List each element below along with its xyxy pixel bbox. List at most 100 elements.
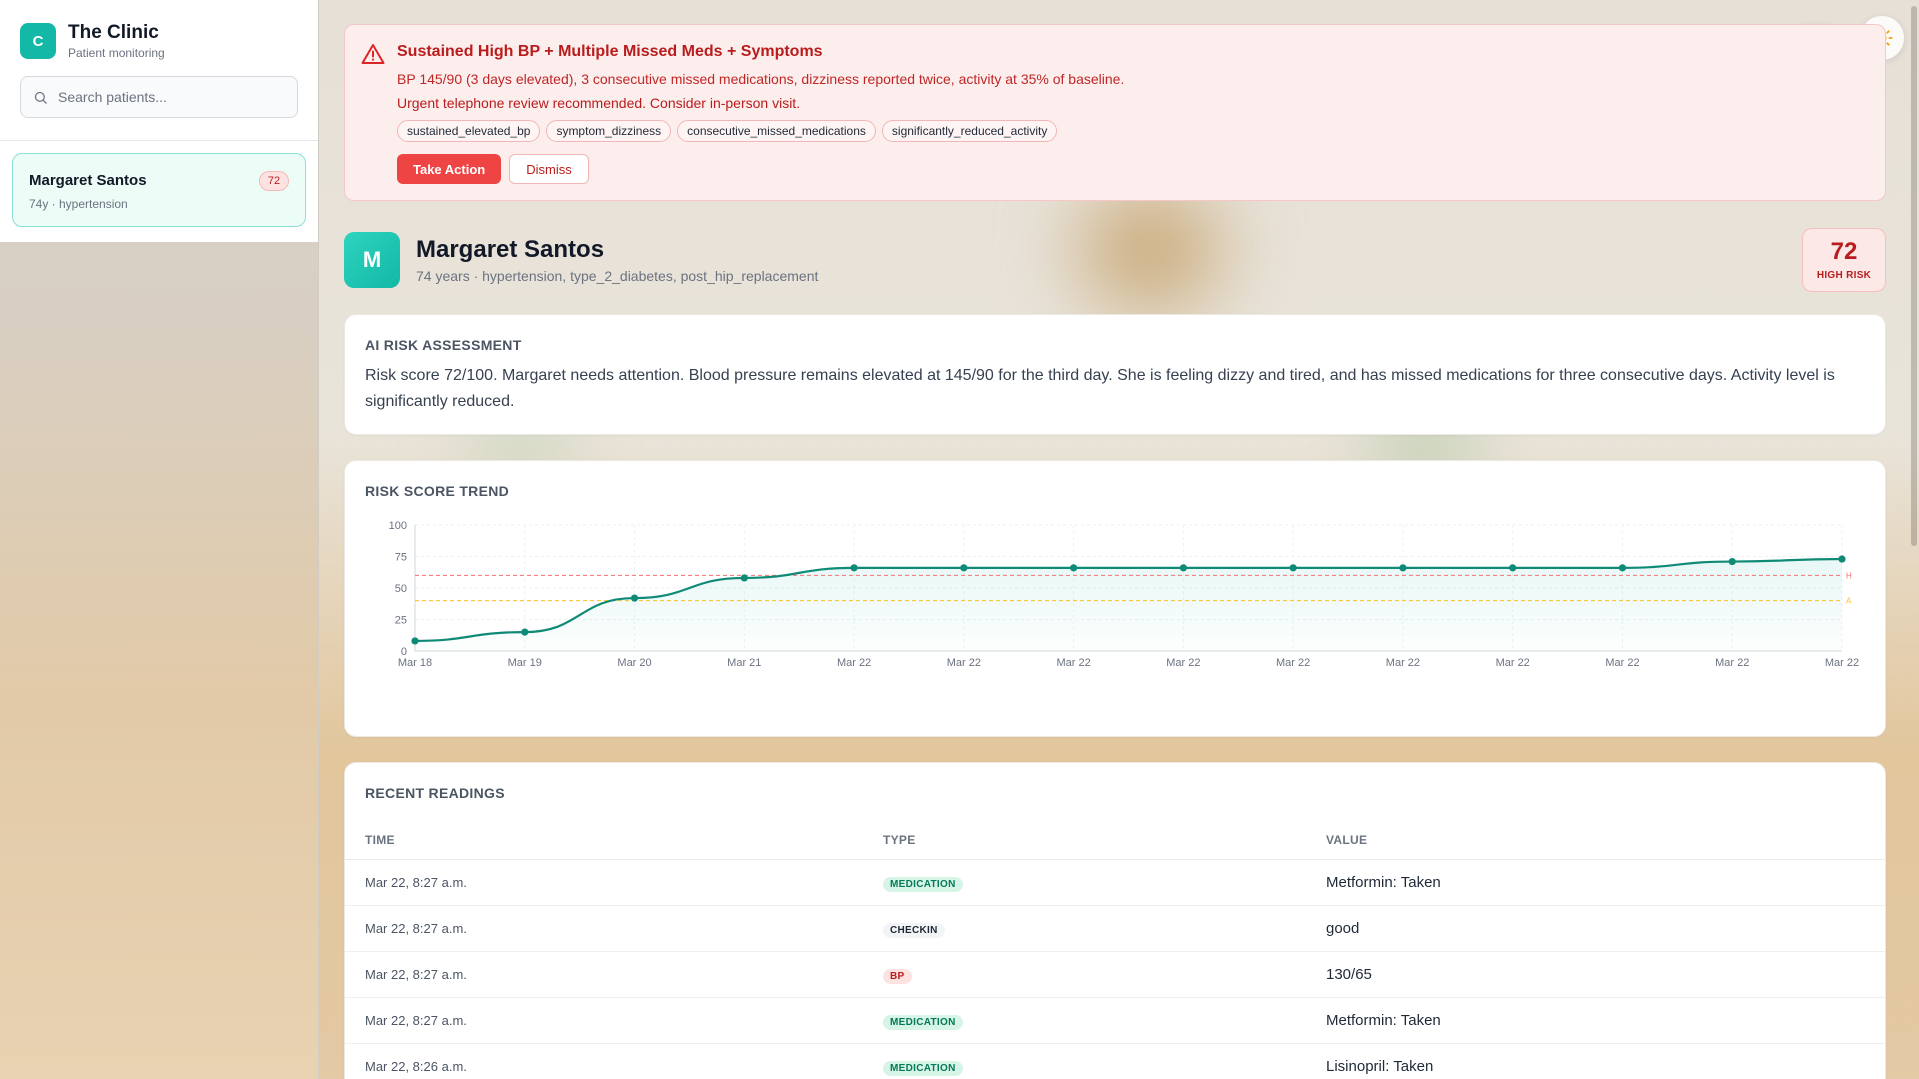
x-tick-label: Mar 22: [1166, 657, 1200, 669]
column-header-value: VALUE: [1306, 821, 1885, 860]
reading-type-badge: MEDICATION: [883, 1061, 963, 1076]
take-action-button[interactable]: Take Action: [397, 154, 502, 184]
y-tick-label: 50: [395, 583, 407, 595]
reading-type-badge: MEDICATION: [883, 1015, 963, 1030]
brand-subtitle: Patient monitoring: [68, 46, 165, 60]
brand-text: The Clinic Patient monitoring: [68, 22, 165, 60]
reading-value: good: [1306, 905, 1885, 952]
table-header-row: TIME TYPE VALUE: [345, 821, 1885, 860]
y-tick-label: 100: [389, 520, 407, 532]
patient-list-subtitle: 74y · hypertension: [29, 197, 128, 211]
background-blob: [1080, 190, 1220, 310]
alert-banner: Sustained High BP + Multiple Missed Meds…: [344, 24, 1886, 201]
x-tick-label: Mar 22: [1386, 657, 1420, 669]
risk-trend-title: RISK SCORE TREND: [365, 483, 510, 499]
data-point: [1838, 555, 1846, 563]
risk-trend-chart: 0 25 50 75 100 Mar 18 Mar 19 Mar 20 Mar 21 Mar 22…: [389, 520, 1859, 669]
y-tick-label: 0: [401, 646, 407, 658]
x-tick-label: Mar 19: [508, 657, 542, 669]
alert-tag: symptom_dizziness: [546, 120, 672, 142]
column-header-time: TIME: [345, 821, 863, 860]
data-point: [1399, 564, 1407, 572]
table-row: Mar 22, 8:27 a.m. BP 130/65: [345, 951, 1885, 998]
brand: C The Clinic Patient monitoring: [0, 0, 318, 60]
reading-type: MEDICATION: [863, 1043, 1306, 1079]
reading-value: Metformin: Taken: [1306, 859, 1885, 906]
patient-list-item[interactable]: Margaret Santos 74y · hypertension 72: [12, 153, 306, 227]
risk-trend-card: RISK SCORE TREND 0 25 50 75 100 Mar 18 Mar 19 M…: [344, 460, 1886, 737]
reading-type: MEDICATION: [863, 997, 1306, 1044]
scrollbar[interactable]: [1909, 0, 1919, 1079]
sidebar: C The Clinic Patient monitoring Margaret…: [0, 0, 319, 1079]
reading-time: Mar 22, 8:27 a.m.: [345, 997, 863, 1044]
reading-type-badge: CHECKIN: [883, 923, 945, 938]
table-row: Mar 22, 8:27 a.m. CHECKIN good: [345, 905, 1885, 952]
x-tick-label: Mar 18: [398, 657, 432, 669]
reading-type-badge: MEDICATION: [883, 877, 963, 892]
x-tick-label: Mar 22: [947, 657, 981, 669]
y-tick-label: 25: [395, 615, 407, 627]
brand-logo: C: [20, 23, 56, 59]
table-row: Mar 22, 8:26 a.m. MEDICATION Lisinopril: T…: [345, 1043, 1885, 1079]
threshold-label: H: [1846, 571, 1852, 580]
x-tick-label: Mar 22: [1825, 657, 1859, 669]
search-input[interactable]: [58, 89, 278, 105]
x-tick-label: Mar 22: [1605, 657, 1639, 669]
warning-icon: [361, 44, 385, 64]
series-area: [415, 559, 1842, 651]
dismiss-button[interactable]: Dismiss: [509, 154, 589, 184]
x-tick-label: Mar 22: [1715, 657, 1749, 669]
ai-assessment-text: Risk score 72/100. Margaret needs attent…: [365, 367, 1835, 410]
reading-time: Mar 22, 8:27 a.m.: [345, 951, 863, 998]
risk-score-value: 72: [1830, 238, 1858, 265]
data-point: [630, 594, 639, 602]
alert-recommendation: Urgent telephone review recommended. Con…: [397, 95, 801, 111]
reading-value: 130/65: [1306, 951, 1885, 998]
reading-value: Metformin: Taken: [1306, 997, 1885, 1044]
sidebar-divider: [0, 140, 318, 141]
scrollbar-thumb[interactable]: [1911, 6, 1917, 546]
data-point: [521, 628, 529, 636]
risk-score-card: 72 HIGH RISK: [1802, 228, 1886, 292]
alert-detail: BP 145/90 (3 days elevated), 3 consecuti…: [397, 71, 1125, 87]
patient-header: M Margaret Santos 74 years · hypertensio…: [344, 228, 1886, 292]
data-point: [1728, 557, 1736, 566]
x-tick-label: Mar 22: [837, 657, 871, 669]
search-box[interactable]: [20, 76, 298, 118]
alert-actions: Take Action Dismiss: [397, 154, 1865, 184]
data-point: [740, 574, 748, 582]
table-row: Mar 22, 8:27 a.m. MEDICATION Metformin: Ta…: [345, 997, 1885, 1044]
data-point: [960, 564, 968, 572]
data-point: [1618, 564, 1627, 572]
reading-value: Lisinopril: Taken: [1306, 1043, 1885, 1079]
reading-time: Mar 22, 8:27 a.m.: [345, 859, 863, 906]
alert-title: Sustained High BP + Multiple Missed Meds…: [397, 43, 823, 60]
readings-table: TIME TYPE VALUE Mar 22, 8:27 a.m. MEDICAT…: [345, 821, 1885, 1079]
table-row: Mar 22, 8:27 a.m. MEDICATION Metformin: Ta…: [345, 859, 1885, 906]
reading-type: MEDICATION: [863, 859, 1306, 906]
x-tick-label: Mar 21: [727, 657, 761, 669]
ai-assessment-title: AI RISK ASSESSMENT: [365, 337, 522, 353]
reading-time: Mar 22, 8:27 a.m.: [345, 905, 863, 952]
recent-readings-card: RECENT READINGS TIME TYPE VALUE Mar 22, …: [344, 762, 1886, 1079]
avatar: M: [344, 232, 400, 288]
y-tick-label: 75: [395, 552, 407, 564]
recent-readings-title: RECENT READINGS: [365, 785, 505, 801]
brand-name: The Clinic: [68, 22, 159, 43]
data-point: [1179, 564, 1187, 572]
reading-type: BP: [863, 951, 1306, 998]
reading-time: Mar 22, 8:26 a.m.: [345, 1043, 863, 1079]
risk-score-badge: 72: [259, 171, 289, 191]
data-point: [1070, 564, 1078, 572]
risk-level-label: HIGH RISK: [1816, 270, 1872, 281]
patient-summary: 74 years · hypertension, type_2_diabetes…: [416, 268, 819, 284]
data-point: [1289, 564, 1297, 572]
alert-tag: sustained_elevated_bp: [397, 120, 541, 142]
sidebar-panel: C The Clinic Patient monitoring Margaret…: [0, 0, 318, 242]
series-line: [414, 557, 1843, 643]
column-header-type: TYPE: [863, 821, 1306, 860]
alert-tag: significantly_reduced_activity: [881, 120, 1058, 142]
x-tick-label: Mar 22: [1276, 657, 1310, 669]
data-point: [850, 564, 858, 572]
patient-name: Margaret Santos: [416, 236, 605, 263]
